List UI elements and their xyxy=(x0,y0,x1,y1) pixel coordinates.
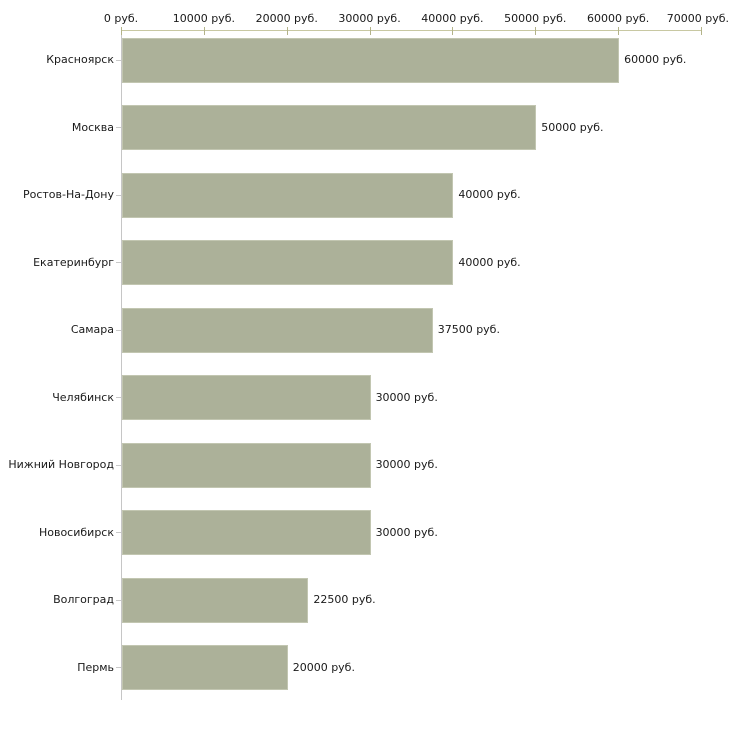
x-axis-tick xyxy=(618,27,620,35)
x-axis-line xyxy=(121,30,702,31)
bar xyxy=(122,105,537,150)
bar xyxy=(122,442,371,488)
y-axis-tick xyxy=(116,262,121,263)
bar xyxy=(122,172,454,218)
bar xyxy=(122,375,371,420)
value-label: 40000 руб. xyxy=(458,255,521,269)
value-label: 30000 руб. xyxy=(375,458,438,471)
x-axis-tick xyxy=(535,27,537,35)
value-label: 22500 руб. xyxy=(313,593,376,606)
bar-row: Екатеринбург 40000 руб. xyxy=(0,229,730,297)
y-axis-line xyxy=(121,30,122,700)
x-axis-tick-label: 60000 руб. xyxy=(587,12,650,25)
bar-row: Челябинск 30000 руб. xyxy=(0,364,730,432)
category-label: Пермь xyxy=(77,660,114,674)
x-axis-tick-label: 0 руб. xyxy=(103,12,139,25)
category-label: Волгоград xyxy=(53,593,114,606)
y-axis-tick xyxy=(116,59,121,61)
category-label: Новосибирск xyxy=(38,525,114,539)
value-label: 20000 руб. xyxy=(292,660,355,674)
category-label: Нижний Новгород xyxy=(8,458,114,471)
category-label: Москва xyxy=(71,120,114,134)
y-axis-tick xyxy=(116,329,121,331)
bar-row: Ростов-На-Дону 40000 руб. xyxy=(0,161,730,229)
value-label: 37500 руб. xyxy=(437,323,500,336)
bar-row: Нижний Новгород 30000 руб. xyxy=(0,431,730,499)
y-axis-tick xyxy=(116,127,121,128)
category-label: Екатеринбург xyxy=(33,255,114,269)
x-axis-tick xyxy=(701,27,702,35)
bar-row: Новосибирск 30000 руб. xyxy=(0,499,730,567)
category-label: Красноярск xyxy=(46,53,114,66)
bar-row: Москва 50000 руб. xyxy=(0,94,730,162)
bar-row: Красноярск 60000 руб. xyxy=(0,26,730,94)
bar xyxy=(122,240,454,285)
y-axis-tick xyxy=(116,599,121,601)
bar xyxy=(122,645,288,690)
y-axis-tick xyxy=(116,532,121,533)
bar xyxy=(122,37,620,83)
y-axis-tick xyxy=(116,397,121,398)
category-label: Самара xyxy=(70,323,114,336)
value-label: 30000 руб. xyxy=(375,525,438,539)
x-axis-tick xyxy=(203,27,205,35)
x-axis-tick-label: 40000 руб. xyxy=(421,12,484,25)
y-axis-tick xyxy=(116,667,121,668)
x-axis-tick xyxy=(121,27,122,35)
category-label: Челябинск xyxy=(52,390,114,404)
value-label: 50000 руб. xyxy=(541,120,604,134)
x-axis-tick-label: 20000 руб. xyxy=(255,12,318,25)
value-label: 40000 руб. xyxy=(458,188,521,201)
x-axis-tick-label: 30000 руб. xyxy=(338,12,401,25)
bar xyxy=(122,307,433,353)
bar-row: Волгоград 22500 руб. xyxy=(0,566,730,634)
x-axis-tick xyxy=(369,27,371,35)
bar xyxy=(122,577,309,623)
bar-row: Пермь 20000 руб. xyxy=(0,634,730,702)
x-axis-tick-label: 50000 руб. xyxy=(504,12,567,25)
value-label: 60000 руб. xyxy=(624,53,687,66)
value-label: 30000 руб. xyxy=(375,390,438,404)
x-axis-tick-label: 10000 руб. xyxy=(172,12,235,25)
category-label: Ростов-На-Дону xyxy=(22,188,114,201)
y-axis-tick xyxy=(116,194,121,196)
y-axis-tick xyxy=(116,464,121,466)
x-axis-tick-label: 70000 руб. xyxy=(666,12,729,25)
bar xyxy=(122,510,371,555)
bar-row: Самара 37500 руб. xyxy=(0,296,730,364)
x-axis-tick xyxy=(286,27,288,35)
x-axis-tick xyxy=(452,27,454,35)
